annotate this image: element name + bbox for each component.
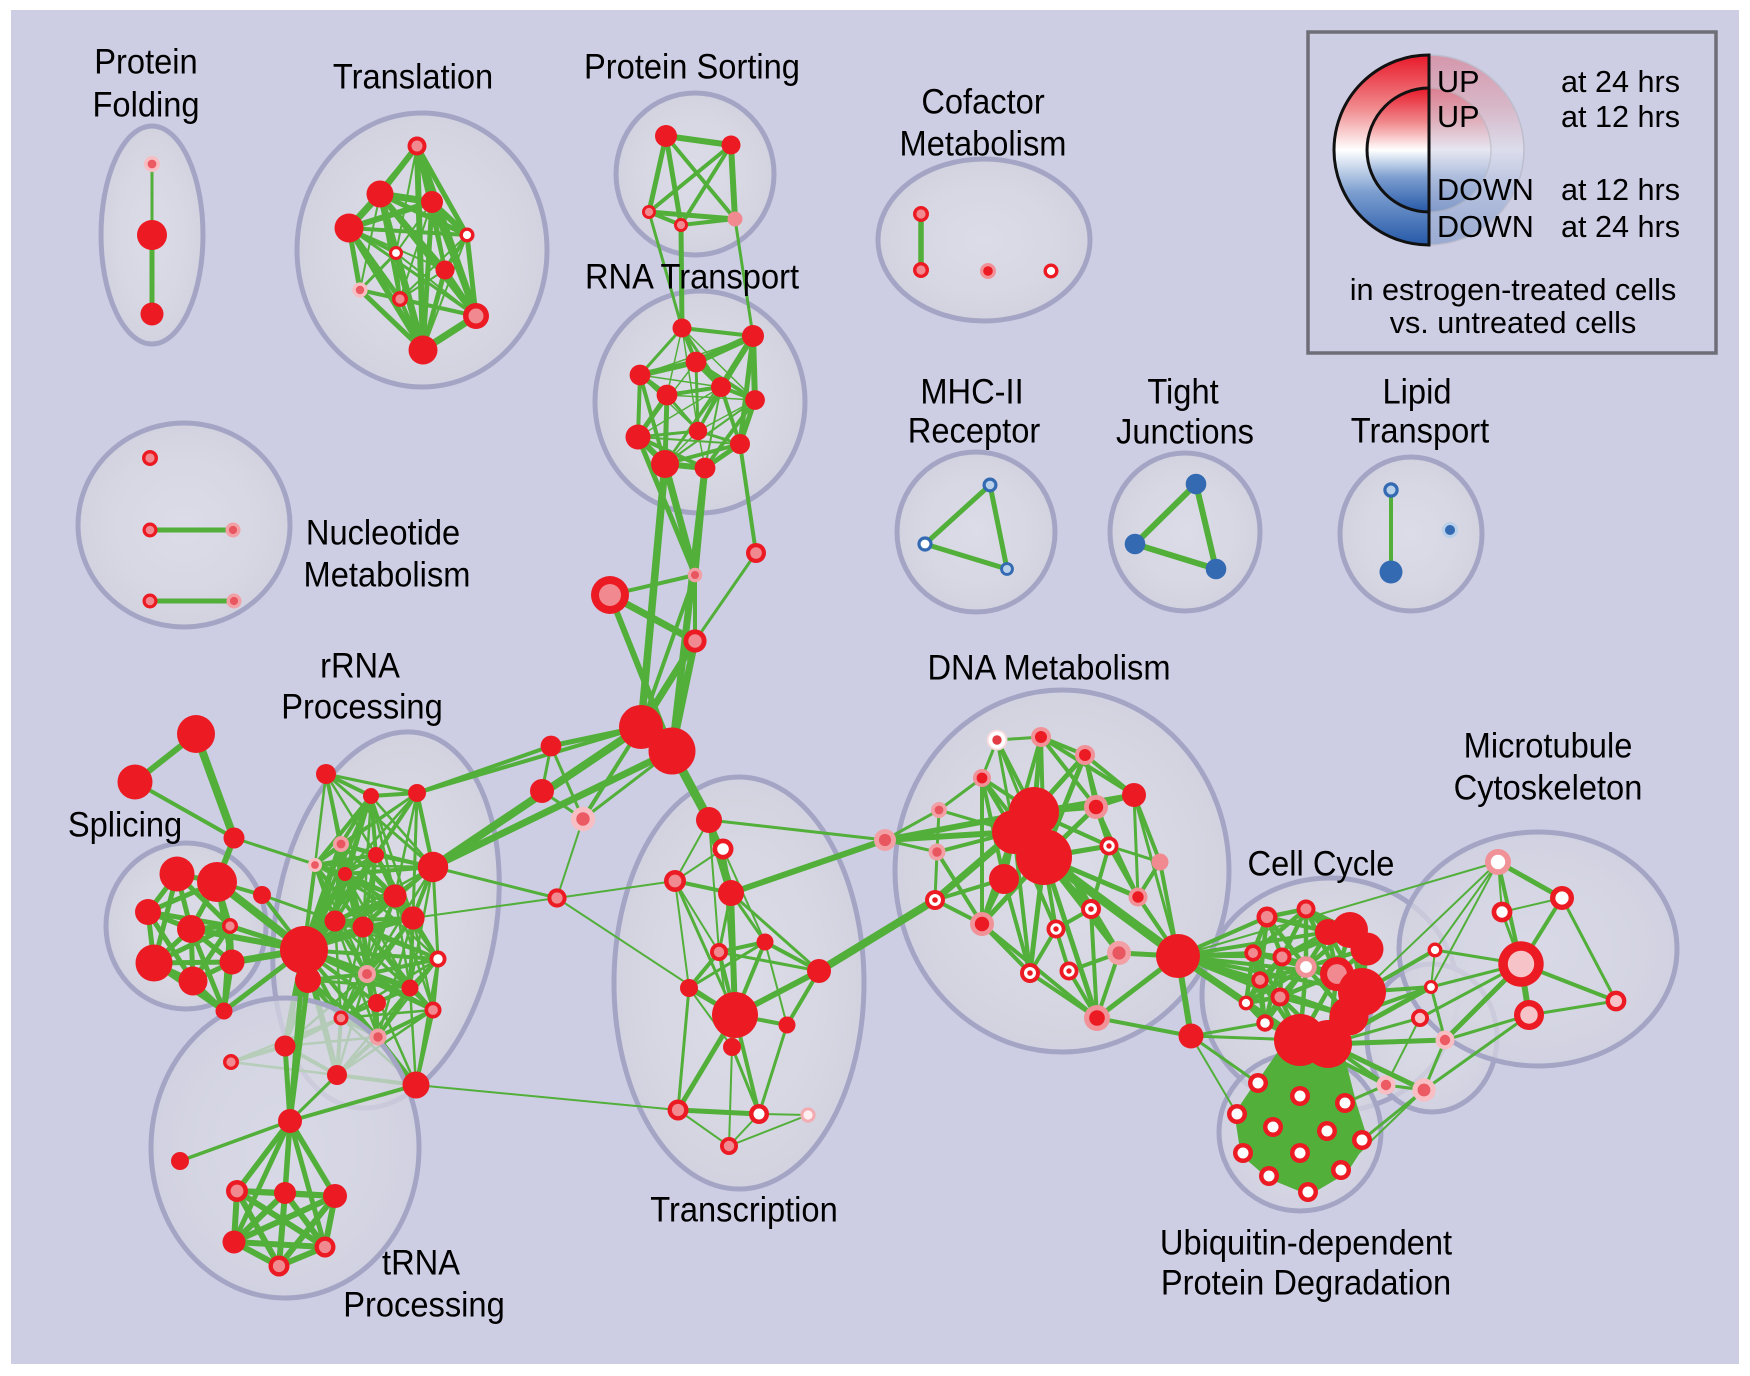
svg-text:Metabolism: Metabolism	[304, 555, 471, 595]
svg-text:Cell Cycle: Cell Cycle	[1248, 844, 1395, 884]
svg-text:Protein Sorting: Protein Sorting	[584, 47, 800, 87]
svg-text:Protein: Protein	[94, 42, 197, 82]
svg-text:Receptor: Receptor	[908, 411, 1040, 451]
svg-text:Tight: Tight	[1147, 372, 1219, 412]
svg-text:in estrogen-treated cells: in estrogen-treated cells	[1350, 273, 1677, 307]
svg-text:Cofactor: Cofactor	[921, 82, 1044, 122]
svg-text:Splicing: Splicing	[68, 805, 182, 845]
svg-text:Nucleotide: Nucleotide	[306, 513, 460, 553]
svg-text:UP: UP	[1437, 65, 1480, 99]
svg-text:rRNA: rRNA	[320, 646, 400, 686]
svg-text:Lipid: Lipid	[1383, 372, 1452, 412]
svg-text:DOWN: DOWN	[1437, 210, 1534, 244]
svg-text:at 24 hrs: at 24 hrs	[1561, 65, 1680, 99]
svg-text:DOWN: DOWN	[1437, 173, 1534, 207]
svg-text:Transport: Transport	[1351, 411, 1490, 451]
svg-text:UP: UP	[1437, 100, 1480, 134]
svg-text:at 12 hrs: at 12 hrs	[1561, 100, 1680, 134]
svg-text:at 24 hrs: at 24 hrs	[1561, 210, 1680, 244]
svg-text:MHC-II: MHC-II	[920, 372, 1023, 412]
svg-text:tRNA: tRNA	[382, 1243, 460, 1283]
svg-text:Processing: Processing	[281, 687, 442, 727]
svg-text:vs. untreated cells: vs. untreated cells	[1390, 306, 1637, 340]
svg-text:Translation: Translation	[333, 57, 493, 97]
svg-text:Junctions: Junctions	[1116, 412, 1254, 452]
svg-text:Cytoskeleton: Cytoskeleton	[1454, 768, 1643, 808]
svg-text:Microtubule: Microtubule	[1464, 726, 1633, 766]
svg-text:Folding: Folding	[92, 85, 199, 125]
svg-text:DNA Metabolism: DNA Metabolism	[927, 648, 1170, 688]
svg-text:at 12 hrs: at 12 hrs	[1561, 173, 1680, 207]
svg-text:RNA Transport: RNA Transport	[585, 257, 800, 297]
svg-text:Metabolism: Metabolism	[900, 124, 1067, 164]
svg-text:Ubiquitin-dependent: Ubiquitin-dependent	[1160, 1223, 1453, 1263]
svg-text:Transcription: Transcription	[650, 1190, 837, 1230]
svg-text:Protein Degradation: Protein Degradation	[1161, 1263, 1451, 1303]
svg-text:Processing: Processing	[343, 1285, 504, 1325]
